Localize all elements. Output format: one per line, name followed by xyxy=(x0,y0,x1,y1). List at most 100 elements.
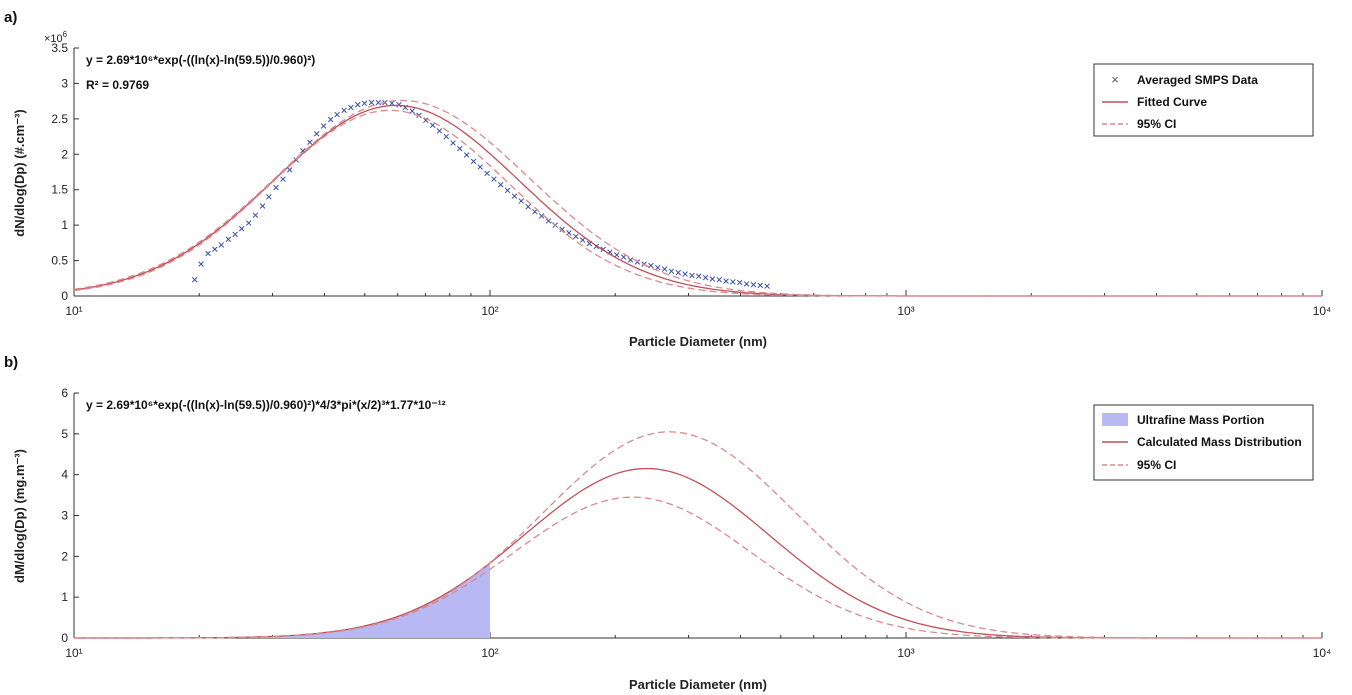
panel-a-ci-line xyxy=(73,99,1322,297)
smps-data-point xyxy=(375,99,382,106)
legend-b-fill-swatch xyxy=(1102,413,1128,426)
smps-data-point xyxy=(497,182,504,188)
smps-data-point xyxy=(457,145,463,152)
smps-data-point xyxy=(579,237,586,243)
smps-data-point xyxy=(716,276,723,283)
smps-data-point xyxy=(736,279,743,286)
smps-data-point xyxy=(463,152,470,158)
smps-data-point xyxy=(702,274,709,281)
panel-b-x-axis-label: Particle Diameter (nm) xyxy=(629,677,767,692)
smps-data-point xyxy=(627,257,634,263)
smps-data-point xyxy=(757,282,764,289)
smps-data-point xyxy=(470,158,477,165)
smps-data-point xyxy=(320,123,327,129)
smps-data-point xyxy=(764,283,770,289)
panel-a: a) 0 0.5 1 1.5 2 2.5 3 3.5 10¹ 10² 10³ 10⁴ ×106 y =… xyxy=(4,9,1331,349)
panel-a-y-tick-label: 0 xyxy=(61,289,68,303)
panel-a-x-tick-label: 10⁴ xyxy=(1313,304,1332,318)
panel-b-y-tick-label: 5 xyxy=(61,427,68,441)
smps-data-point xyxy=(212,246,218,252)
panel-b-plot-area: 0 1 2 3 4 5 6 10¹ 10² 10³ 10⁴ xyxy=(61,386,1331,660)
panel-a-r-squared: R² = 0.9769 xyxy=(86,78,149,92)
smps-data-point xyxy=(682,271,688,277)
smps-data-point xyxy=(238,225,245,232)
panel-a-y-multiplier: ×106 xyxy=(44,30,68,45)
panel-b: b) 0 1 2 3 4 5 6 10¹ 10² 10³ 10⁴ y = 2.69*10⁶*exp(… xyxy=(4,354,1331,692)
smps-data-point xyxy=(709,276,716,282)
panel-a-y-tick-label: 3.5 xyxy=(51,41,68,55)
panel-b-fit-line xyxy=(74,467,1322,639)
panel-b-ci-line xyxy=(74,496,1322,639)
legend-b-item-2: 95% CI xyxy=(1137,458,1176,472)
smps-data-point xyxy=(504,187,511,194)
legend-a-marker-icon: × xyxy=(1111,72,1119,87)
smps-data-point xyxy=(198,261,204,267)
panel-a-equation: y = 2.69*10⁶*exp(-((ln(x)-ln(59.5))/0.96… xyxy=(86,53,315,67)
smps-data-point xyxy=(286,167,293,173)
panel-a-y-tick-label: 1.5 xyxy=(51,183,68,197)
panel-a-plot-area: 0 0.5 1 1.5 2 2.5 3 3.5 10¹ 10² 10³ 10⁴ xyxy=(51,41,1331,318)
smps-data-point xyxy=(205,250,211,257)
panel-b-y-tick-label: 1 xyxy=(61,590,68,604)
smps-data-point xyxy=(334,111,340,118)
panel-a-y-axis-label: dN/dlog(Dp) (#.cm⁻³) xyxy=(12,109,27,236)
smps-data-point xyxy=(348,104,354,111)
smps-data-point xyxy=(668,268,675,274)
smps-data-point xyxy=(559,226,565,233)
panel-a-y-tick-label: 0.5 xyxy=(51,254,68,268)
smps-data-point xyxy=(280,176,286,182)
smps-data-point xyxy=(191,276,198,283)
smps-data-point xyxy=(341,107,347,114)
panel-b-y-tick-label: 0 xyxy=(61,631,68,645)
smps-data-point xyxy=(743,281,750,287)
panel-a-y-tick-label: 3 xyxy=(61,76,68,90)
panel-b-y-tick-label: 6 xyxy=(61,386,68,400)
smps-data-point xyxy=(696,273,702,279)
panel-a-legend: × Averaged SMPS Data Fitted Curve 95% CI xyxy=(1093,63,1314,137)
smps-data-point xyxy=(614,252,620,258)
panel-b-x-tick-label: 10³ xyxy=(897,646,914,660)
smps-data-point xyxy=(450,140,456,146)
panel-a-y-tick-label: 1 xyxy=(61,218,68,232)
smps-data-point xyxy=(545,218,552,224)
smps-data-point xyxy=(273,184,279,191)
smps-data-point xyxy=(252,212,259,218)
smps-data-point xyxy=(484,170,490,177)
smps-data-point xyxy=(661,266,668,272)
panel-b-y-axis-label: dM/dlog(Dp) (mg.m⁻³) xyxy=(12,449,27,583)
ultrafine-mass-area xyxy=(74,563,490,638)
smps-data-point xyxy=(689,272,695,279)
smps-data-point xyxy=(532,208,538,215)
panel-b-x-tick-label: 10⁴ xyxy=(1313,646,1332,660)
panel-b-legend-box xyxy=(1093,404,1314,481)
panel-b-y-tick-label: 3 xyxy=(61,509,68,523)
smps-data-point xyxy=(518,198,525,204)
smps-data-point xyxy=(477,164,483,170)
smps-data-point xyxy=(232,231,238,238)
panel-a-x-axis-label: Particle Diameter (nm) xyxy=(629,334,767,349)
smps-data-point xyxy=(409,108,415,114)
panel-b-equation: y = 2.69*10⁶*exp(-((ln(x)-ln(59.5))/0.96… xyxy=(86,398,446,412)
smps-data-point xyxy=(396,101,402,108)
smps-data-point xyxy=(436,128,443,134)
smps-data-point xyxy=(511,193,518,199)
panel-a-x-tick-label: 10² xyxy=(481,304,498,318)
panel-b-y-tick-label: 2 xyxy=(61,549,68,563)
smps-data-point xyxy=(525,203,531,210)
smps-data-point xyxy=(730,279,736,285)
legend-b-item-1: Calculated Mass Distribution xyxy=(1137,435,1302,449)
smps-data-point xyxy=(327,116,334,123)
smps-data-point xyxy=(443,133,450,140)
panel-a-x-tick-label: 10¹ xyxy=(65,304,82,318)
smps-data-point xyxy=(355,101,361,108)
smps-data-point xyxy=(368,99,375,106)
smps-data-point xyxy=(429,122,436,128)
smps-data-point xyxy=(655,264,661,271)
smps-data-point xyxy=(573,233,579,240)
panel-a-label: a) xyxy=(4,9,17,26)
smps-data-point xyxy=(566,230,572,236)
panel-b-legend: Ultrafine Mass Portion Calculated Mass D… xyxy=(1093,404,1314,481)
smps-data-point xyxy=(675,269,682,276)
smps-data-point xyxy=(245,220,252,226)
